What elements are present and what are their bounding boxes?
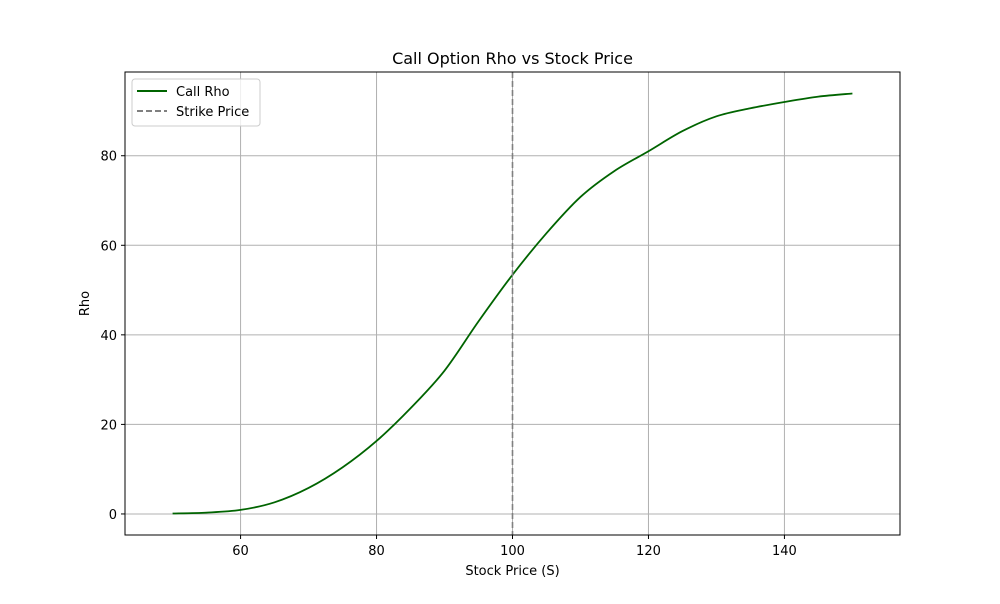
y-axis-label: Rho	[78, 291, 93, 316]
x-tick-label: 140	[772, 544, 797, 559]
y-tick-label: 20	[100, 418, 117, 433]
x-tick-label: 60	[232, 544, 249, 559]
plot-area-frame	[124, 71, 901, 536]
y-tick-label: 0	[109, 508, 117, 523]
y-tick-label: 40	[100, 329, 117, 344]
y-axis-ticks: 0 20 40 60 80	[100, 150, 125, 523]
x-tick-label: 120	[636, 544, 661, 559]
legend-label-strike-price: Strike Price	[176, 105, 249, 120]
x-axis-label: Stock Price (S)	[465, 564, 559, 579]
legend: Call Rho Strike Price	[131, 78, 261, 127]
x-tick-label: 80	[368, 544, 385, 559]
x-axis-ticks: 60 80 100 120 140	[232, 535, 797, 559]
x-tick-label: 100	[500, 544, 525, 559]
series-layer	[172, 72, 853, 535]
legend-label-call-rho: Call Rho	[176, 85, 230, 100]
chart-title: Call Option Rho vs Stock Price	[392, 49, 633, 68]
y-tick-label: 80	[100, 150, 117, 165]
grid-layer	[125, 72, 900, 535]
y-tick-label: 60	[100, 239, 117, 254]
